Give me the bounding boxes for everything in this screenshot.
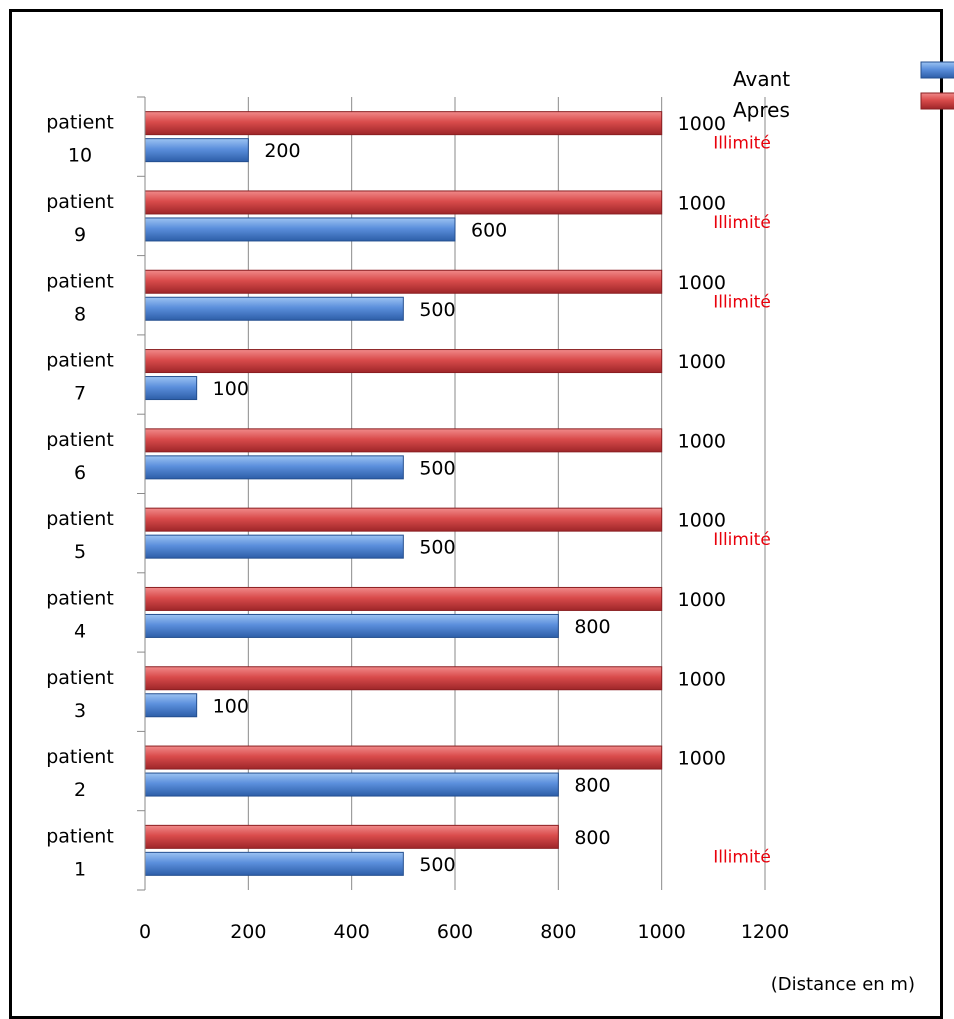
category-label-8: patient 8 xyxy=(46,270,114,325)
data-label-avant-4: 800 xyxy=(574,616,610,638)
bar-avant-7 xyxy=(144,376,198,401)
data-label-avant-10: 200 xyxy=(264,140,300,162)
bar-avant-8 xyxy=(144,296,404,321)
x-tick-label-1200: 1200 xyxy=(741,921,789,943)
bar-avant-9 xyxy=(144,217,456,242)
bar-apres-4 xyxy=(144,586,663,611)
annotation-illimite-1: Illimité xyxy=(713,847,771,867)
data-label-apres-1: 800 xyxy=(574,827,610,849)
legend-label-avant: Avant xyxy=(733,67,790,91)
x-tick-label-1000: 1000 xyxy=(637,921,685,943)
data-label-apres-3: 1000 xyxy=(678,668,726,690)
bar-apres-7 xyxy=(144,349,663,374)
x-tick-label-200: 200 xyxy=(230,921,266,943)
category-label-5: patient 5 xyxy=(46,508,114,563)
bar-avant-2 xyxy=(144,772,559,797)
data-label-apres-10: 1000 xyxy=(678,113,726,135)
bar-apres-5 xyxy=(144,507,663,532)
data-label-apres-2: 1000 xyxy=(678,748,726,770)
legend-swatch-avant xyxy=(920,61,954,79)
x-tick-label-800: 800 xyxy=(540,921,576,943)
bar-apres-3 xyxy=(144,666,663,691)
bar-avant-6 xyxy=(144,455,404,480)
category-label-3: patient 3 xyxy=(46,667,114,722)
category-label-1: patient 1 xyxy=(46,825,114,880)
data-label-avant-9: 600 xyxy=(471,219,507,241)
bar-apres-6 xyxy=(144,428,663,453)
bar-apres-8 xyxy=(144,269,663,294)
legend-label-apres: Apres xyxy=(733,98,790,122)
data-label-avant-8: 500 xyxy=(419,299,455,321)
annotation-illimite-9: Illimité xyxy=(713,213,771,233)
bar-apres-10 xyxy=(144,111,663,136)
annotation-illimite-8: Illimité xyxy=(713,292,771,312)
data-label-avant-6: 500 xyxy=(419,457,455,479)
bar-avant-4 xyxy=(144,613,559,638)
category-label-7: patient 7 xyxy=(46,350,114,405)
legend-swatch-apres xyxy=(920,92,954,110)
data-label-apres-9: 1000 xyxy=(678,192,726,214)
bar-apres-1 xyxy=(144,824,559,849)
bar-apres-9 xyxy=(144,190,663,215)
gridlines xyxy=(247,97,766,890)
data-label-avant-3: 100 xyxy=(213,695,249,717)
data-label-avant-5: 500 xyxy=(419,537,455,559)
category-label-10: patient 10 xyxy=(46,112,114,167)
annotation-layer: Illimité Illimité Illimité Illimité Illimité xyxy=(713,134,771,868)
category-label-9: patient 9 xyxy=(46,191,114,246)
x-tick-label-400: 400 xyxy=(334,921,370,943)
x-tick-label-600: 600 xyxy=(437,921,473,943)
category-label-6: patient 6 xyxy=(46,429,114,484)
data-label-apres-6: 1000 xyxy=(678,430,726,452)
data-label-apres-4: 1000 xyxy=(678,589,726,611)
x-unit-label: (Distance en m) xyxy=(771,974,915,995)
bar-apres-2 xyxy=(144,745,663,770)
axes-layer: 0 200 400 600 800 1000 1200 patient 1 patient 2 pat… xyxy=(46,96,789,943)
bar-avant-3 xyxy=(144,693,198,718)
category-label-4: patient 4 xyxy=(46,587,114,642)
bar-avant-1 xyxy=(144,851,404,876)
data-label-apres-7: 1000 xyxy=(678,351,726,373)
bar-avant-5 xyxy=(144,534,404,559)
bars-layer xyxy=(144,111,663,876)
bar-avant-10 xyxy=(144,138,249,163)
x-tick-label-0: 0 xyxy=(139,921,151,943)
data-label-apres-8: 1000 xyxy=(678,272,726,294)
data-label-avant-2: 800 xyxy=(574,775,610,797)
data-label-avant-1: 500 xyxy=(419,854,455,876)
legend: Avant Apres xyxy=(733,61,954,122)
category-label-2: patient 2 xyxy=(46,746,114,801)
data-label-apres-5: 1000 xyxy=(678,510,726,532)
data-label-avant-7: 100 xyxy=(213,378,249,400)
annotation-illimite-10: Illimité xyxy=(713,134,771,154)
annotation-illimite-5: Illimité xyxy=(713,530,771,550)
data-labels-layer: 800 500 1000 800 1000 100 1000 800 1000 500 1000 50… xyxy=(213,113,726,876)
